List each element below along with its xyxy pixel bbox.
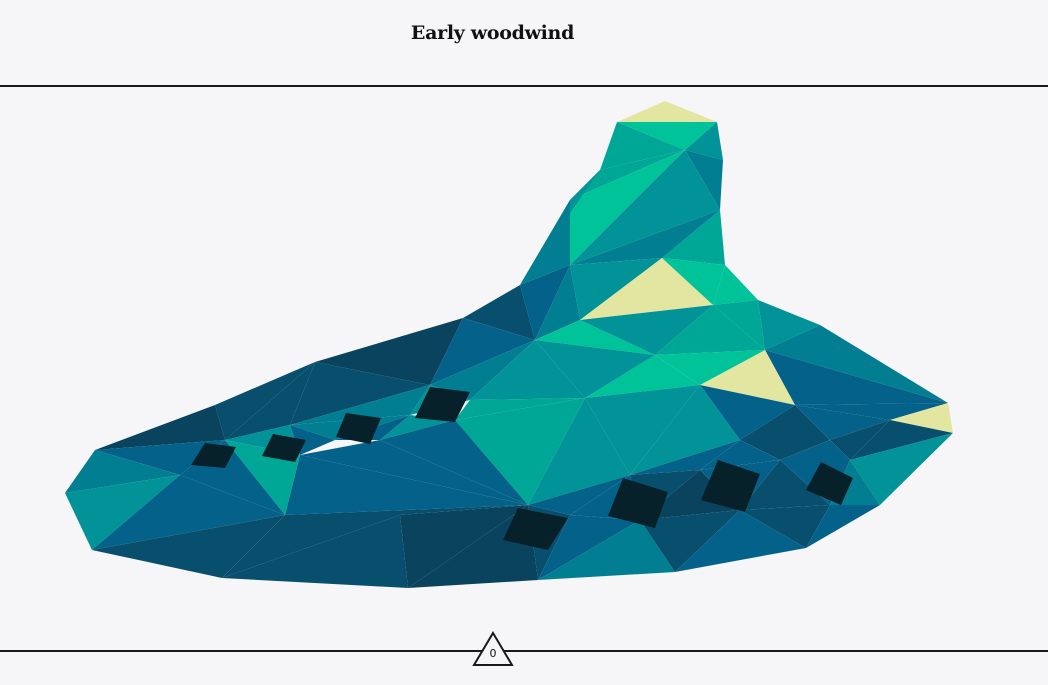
counter-value: 0 (489, 647, 497, 660)
header-divider (0, 85, 1048, 87)
finger-hole-4 (415, 387, 470, 422)
ocarina-body (65, 101, 953, 588)
note-counter: 0 (472, 631, 514, 667)
finger-hole-1 (191, 443, 236, 468)
page-title: Early woodwind (410, 22, 575, 44)
finger-hole-3 (336, 413, 381, 444)
triangle-icon (472, 631, 514, 666)
finger-hole-6 (608, 478, 668, 528)
footer-divider (0, 650, 1048, 652)
finger-hole-8 (806, 462, 853, 505)
finger-holes[interactable] (191, 387, 853, 550)
finger-hole-2 (262, 434, 306, 462)
finger-hole-7 (701, 460, 760, 512)
finger-hole-5 (503, 508, 568, 550)
ocarina-illustration[interactable] (0, 86, 1048, 650)
